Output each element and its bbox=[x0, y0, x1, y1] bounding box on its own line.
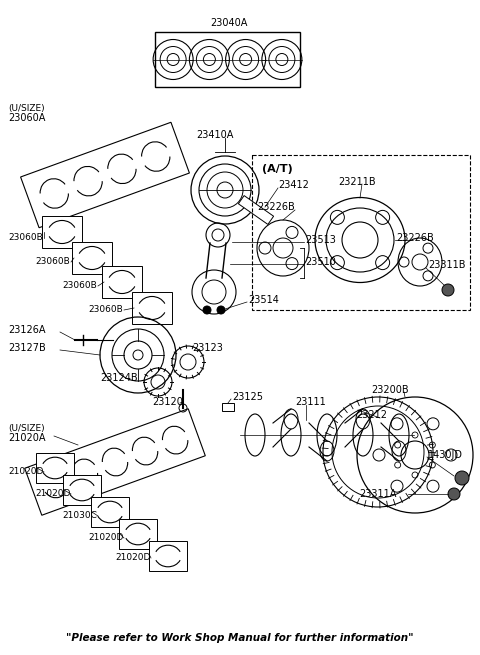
Bar bbox=[21, 122, 190, 228]
Text: 23123: 23123 bbox=[192, 343, 223, 353]
Bar bbox=[24, 409, 205, 515]
Text: 23120: 23120 bbox=[152, 397, 183, 407]
Text: 23127B: 23127B bbox=[8, 343, 46, 353]
Text: (U/SIZE): (U/SIZE) bbox=[8, 103, 45, 113]
Bar bbox=[252, 155, 470, 310]
Text: 1430JD: 1430JD bbox=[428, 450, 463, 460]
Text: (A/T): (A/T) bbox=[262, 164, 293, 174]
Text: 23124B: 23124B bbox=[100, 373, 138, 383]
Circle shape bbox=[203, 306, 211, 314]
Text: (U/SIZE): (U/SIZE) bbox=[8, 424, 45, 432]
Bar bbox=[42, 216, 82, 248]
Bar bbox=[119, 519, 157, 549]
Text: 21020A: 21020A bbox=[8, 433, 46, 443]
Circle shape bbox=[217, 306, 225, 314]
Text: 21020D: 21020D bbox=[35, 489, 71, 498]
Text: 23060B: 23060B bbox=[8, 233, 43, 242]
Text: 21020D: 21020D bbox=[8, 468, 43, 476]
Bar bbox=[102, 266, 142, 298]
Circle shape bbox=[442, 284, 454, 296]
Text: 23040A: 23040A bbox=[210, 18, 247, 28]
Text: 23412: 23412 bbox=[278, 180, 309, 190]
Text: 23226B: 23226B bbox=[396, 233, 434, 243]
Text: 21020D: 21020D bbox=[88, 534, 123, 542]
Text: 23060B: 23060B bbox=[35, 257, 70, 267]
Text: 23226B: 23226B bbox=[257, 202, 295, 212]
Text: 23410A: 23410A bbox=[196, 130, 233, 140]
Bar bbox=[72, 242, 112, 274]
Text: 23311B: 23311B bbox=[428, 260, 466, 270]
Bar bbox=[91, 497, 129, 527]
Bar bbox=[222, 403, 234, 411]
Text: 23200B: 23200B bbox=[371, 385, 409, 395]
Text: 23510: 23510 bbox=[305, 257, 336, 267]
Text: 23111: 23111 bbox=[295, 397, 326, 407]
Text: 21020D: 21020D bbox=[115, 553, 150, 563]
Bar bbox=[155, 32, 300, 87]
Text: 23212: 23212 bbox=[356, 410, 387, 420]
Circle shape bbox=[455, 471, 469, 485]
Text: 23125: 23125 bbox=[232, 392, 263, 402]
Text: 23211B: 23211B bbox=[338, 177, 376, 187]
Text: "Please refer to Work Shop Manual for further information": "Please refer to Work Shop Manual for fu… bbox=[66, 633, 414, 643]
Text: 23060B: 23060B bbox=[88, 305, 123, 314]
Text: 23311A: 23311A bbox=[360, 489, 396, 499]
Text: 23514: 23514 bbox=[248, 295, 279, 305]
Bar bbox=[132, 292, 172, 324]
Text: 21030C: 21030C bbox=[62, 512, 97, 521]
Circle shape bbox=[448, 488, 460, 500]
Bar bbox=[36, 453, 74, 483]
Bar bbox=[63, 475, 101, 505]
Text: 23126A: 23126A bbox=[8, 325, 46, 335]
Text: 23513: 23513 bbox=[305, 235, 336, 245]
Text: 23060B: 23060B bbox=[62, 282, 97, 291]
Bar bbox=[149, 541, 187, 571]
Bar bbox=[239, 196, 274, 225]
Text: 23060A: 23060A bbox=[8, 113, 46, 123]
